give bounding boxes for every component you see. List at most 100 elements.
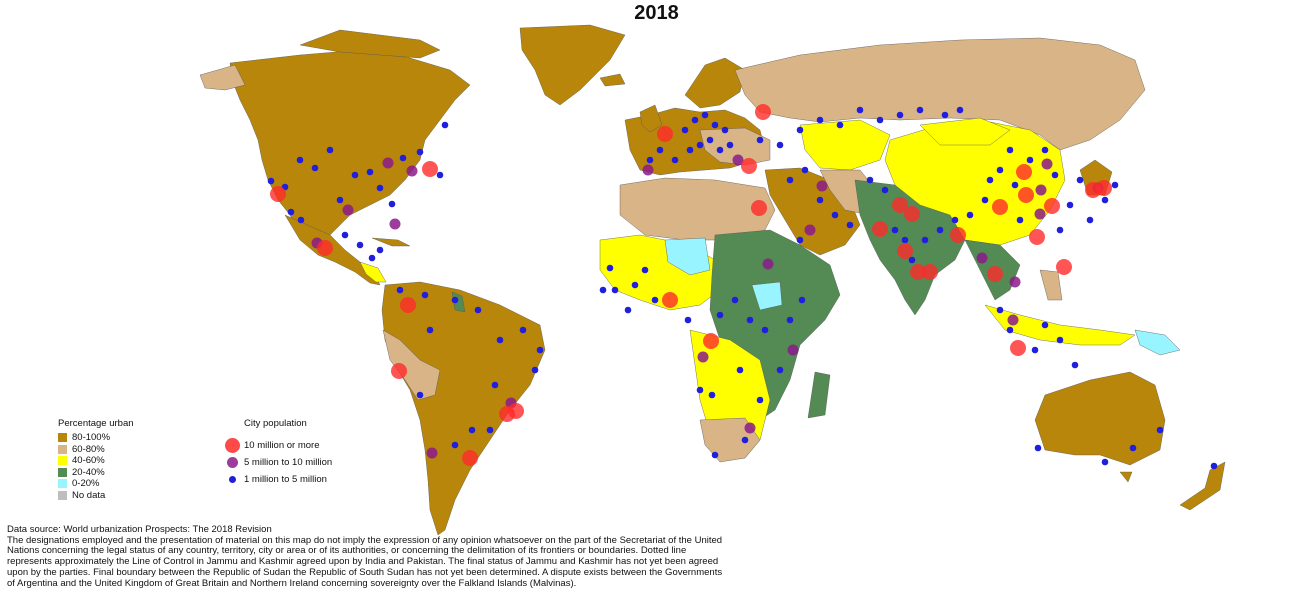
city-marker-1m (1086, 216, 1094, 224)
city-marker-5m (1034, 208, 1046, 220)
city-marker-5m (1035, 184, 1047, 196)
city-marker-1m (831, 211, 839, 219)
region-north-africa (619, 177, 776, 241)
city-marker-1m (519, 326, 527, 334)
city-marker-10m (1096, 180, 1112, 196)
city-marker-1m (341, 231, 349, 239)
city-marker-5m (1009, 276, 1021, 288)
city-marker-1m (376, 184, 384, 192)
city-marker-1m (708, 391, 716, 399)
city-marker-1m (721, 126, 729, 134)
city-marker-1m (396, 286, 404, 294)
city-legend-row: 10 million or more (222, 437, 332, 454)
region-arctic-islands (299, 29, 441, 59)
city-marker-1m (287, 208, 295, 216)
city-marker-1m (876, 116, 884, 124)
city-marker-1m (376, 246, 384, 254)
region-alaska (199, 64, 246, 91)
city-marker-1m (684, 316, 692, 324)
city-marker-1m (416, 391, 424, 399)
city-marker-1m (701, 111, 709, 119)
city-marker-1m (1034, 444, 1042, 452)
city-marker-1m (296, 156, 304, 164)
city-marker-1m (311, 164, 319, 172)
city-marker-1m (491, 381, 499, 389)
city-marker-1m (786, 316, 794, 324)
urban-swatch (58, 479, 67, 489)
city-legend-label: 1 million to 5 million (244, 474, 327, 485)
city-marker-1m (956, 106, 964, 114)
city-marker-1m (801, 166, 809, 174)
city-marker-1m (916, 106, 924, 114)
city-marker-10m (508, 403, 524, 419)
city-marker-1m (1066, 201, 1074, 209)
source-notes: Data source: World urbanization Prospect… (7, 524, 727, 589)
city-marker-10m (755, 104, 771, 120)
city-marker-1m (336, 196, 344, 204)
city-marker-1m (1006, 146, 1014, 154)
city-marker-1m (798, 296, 806, 304)
city-marker-5m (804, 224, 816, 236)
urban-swatch (58, 467, 67, 477)
region-ethiopia-cyan (751, 281, 783, 311)
region-philippines (1039, 269, 1063, 301)
city-marker-10m (751, 200, 767, 216)
city-marker-1m (451, 296, 459, 304)
region-sahel-cyan (664, 237, 711, 276)
city-marker-1m (951, 216, 959, 224)
city-marker-1m (706, 136, 714, 144)
city-dot-medium-icon (226, 457, 238, 468)
city-marker-1m (351, 171, 359, 179)
city-marker-1m (416, 148, 424, 156)
city-marker-1m (1006, 326, 1014, 334)
city-marker-1m (468, 426, 476, 434)
city-marker-1m (267, 177, 275, 185)
city-marker-10m (992, 199, 1008, 215)
city-marker-1m (641, 266, 649, 274)
city-marker-1m (711, 121, 719, 129)
city-marker-10m (462, 450, 478, 466)
city-marker-10m (1016, 164, 1032, 180)
city-marker-5m (382, 157, 394, 169)
urban-legend-label: 40-60% (72, 455, 105, 467)
map-title: 2018 (634, 2, 679, 24)
city-marker-5m (1041, 158, 1053, 170)
city-marker-1m (786, 176, 794, 184)
city-dot-small-icon (228, 476, 236, 483)
region-eastern-europe (699, 127, 771, 166)
city-marker-1m (1076, 176, 1084, 184)
city-markers (267, 104, 1218, 470)
city-marker-1m (536, 346, 544, 354)
city-marker-1m (1011, 181, 1019, 189)
city-marker-1m (816, 116, 824, 124)
city-marker-1m (891, 226, 899, 234)
city-marker-1m (936, 226, 944, 234)
city-marker-5m (389, 218, 401, 230)
city-marker-5m (406, 165, 418, 177)
city-marker-5m (342, 204, 354, 216)
city-marker-1m (741, 436, 749, 444)
city-marker-1m (1210, 462, 1218, 470)
city-marker-1m (1129, 444, 1137, 452)
city-marker-10m (897, 243, 913, 259)
city-marker-1m (451, 441, 459, 449)
city-marker-1m (726, 141, 734, 149)
city-marker-1m (1111, 181, 1119, 189)
city-marker-1m (366, 168, 374, 176)
city-marker-1m (846, 221, 854, 229)
urban-legend-title: Percentage urban (58, 418, 134, 429)
city-marker-1m (856, 106, 864, 114)
city-marker-10m (1018, 187, 1034, 203)
city-marker-10m (703, 333, 719, 349)
city-marker-1m (901, 236, 909, 244)
land-layer (199, 24, 1226, 536)
city-marker-1m (1101, 196, 1109, 204)
city-marker-10m (904, 206, 920, 222)
city-marker-5m (697, 351, 709, 363)
data-source-text: Data source: World urbanization Prospect… (7, 524, 272, 535)
city-marker-1m (1026, 156, 1034, 164)
city-marker-1m (986, 176, 994, 184)
city-marker-1m (966, 211, 974, 219)
city-marker-10m (1056, 259, 1072, 275)
